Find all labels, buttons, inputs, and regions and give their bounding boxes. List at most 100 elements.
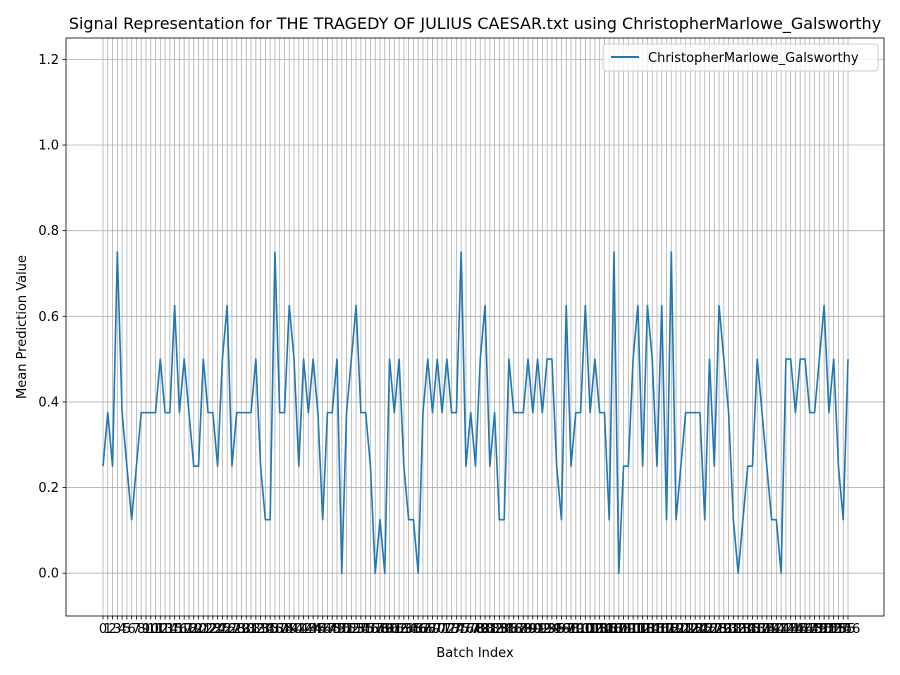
x-tick-label: 65 [405, 622, 422, 637]
x-tick-label: 10 [142, 622, 159, 637]
x-tick-label: 128 [702, 622, 727, 637]
x-tick-label: 71 [434, 622, 451, 637]
x-tick-label: 74 [448, 622, 465, 637]
y-tick-label: 0.2 [38, 481, 59, 496]
x-tick-label: 3 [113, 622, 121, 637]
x-tick-label: 69 [424, 622, 441, 637]
x-tick-label: 89 [520, 622, 537, 637]
y-tick-label: 0.0 [38, 567, 59, 582]
x-tick-label: 4 [118, 622, 126, 637]
x-tick-label: 152 [816, 622, 841, 637]
x-tick-label: 101 [573, 622, 598, 637]
x-tick-label: 103 [582, 622, 607, 637]
x-tick-label: 150 [807, 622, 832, 637]
x-tick-label: 87 [510, 622, 527, 637]
chart-title: Signal Representation for THE TRAGEDY OF… [69, 14, 881, 34]
x-tick-label: 59 [376, 622, 393, 637]
x-tick-label: 148 [797, 622, 822, 637]
x-tick-label: 58 [372, 622, 389, 637]
x-tick-label: 98 [563, 622, 580, 637]
x-tick-label: 120 [664, 622, 689, 637]
x-tick-label: 86 [505, 622, 522, 637]
x-tick-label: 126 [692, 622, 717, 637]
x-tick-label: 144 [778, 622, 803, 637]
x-tick-label: 43 [300, 622, 317, 637]
x-tick-label: 155 [831, 622, 856, 637]
x-tick-label: 105 [592, 622, 617, 637]
x-tick-label: 54 [353, 622, 370, 637]
x-tick-label: 77 [462, 622, 479, 637]
x-tick-label: 88 [515, 622, 532, 637]
x-tick-label: 153 [821, 622, 846, 637]
x-tick-label: 45 [310, 622, 327, 637]
x-tick-label: 143 [774, 622, 799, 637]
x-tick-label: 149 [802, 622, 827, 637]
legend-box [602, 43, 879, 72]
series-layer [102, 251, 849, 574]
x-tick-label: 114 [635, 622, 660, 637]
x-tick-label: 13 [157, 622, 174, 637]
x-tick-label: 113 [630, 622, 655, 637]
x-tick-label: 97 [558, 622, 575, 637]
x-tick-label: 123 [678, 622, 703, 637]
x-tick-label: 82 [486, 622, 503, 637]
x-tick-label: 154 [826, 622, 851, 637]
x-tick-label: 51 [338, 622, 355, 637]
x-tick-label: 14 [162, 622, 179, 637]
x-tick-label: 84 [496, 622, 513, 637]
x-tick-label: 53 [348, 622, 365, 637]
x-tick-label: 48 [324, 622, 341, 637]
x-tick-label: 112 [625, 622, 650, 637]
x-tick-label: 42 [295, 622, 312, 637]
x-tick-label: 9 [142, 622, 150, 637]
x-tick-label: 15 [166, 622, 183, 637]
x-tick-label: 90 [525, 622, 542, 637]
x-tick-label: 92 [534, 622, 551, 637]
x-tick-label: 46 [314, 622, 331, 637]
x-tick-label: 0 [99, 622, 107, 637]
y-tick-label: 1.0 [38, 139, 59, 154]
x-tick-label: 56 [362, 622, 379, 637]
x-tick-label: 18 [181, 622, 198, 637]
x-tick-label: 111 [621, 622, 646, 637]
x-tick-label: 62 [391, 622, 408, 637]
x-tick-label: 137 [745, 622, 770, 637]
x-tick-label: 6 [128, 622, 136, 637]
x-tick-label: 151 [812, 622, 837, 637]
x-tick-label: 99 [568, 622, 585, 637]
x-tick-label: 132 [721, 622, 746, 637]
x-tick-label: 35 [262, 622, 279, 637]
x-tick-label: 100 [568, 622, 593, 637]
x-tick-label: 147 [793, 622, 818, 637]
plot-frame [65, 37, 885, 617]
x-tick-label: 66 [410, 622, 427, 637]
x-tick-label: 80 [477, 622, 494, 637]
x-tick-label: 47 [319, 622, 336, 637]
x-tick-label: 67 [415, 622, 432, 637]
x-tick-label: 34 [257, 622, 274, 637]
x-tick-label: 30 [238, 622, 255, 637]
x-tick-label: 8 [137, 622, 145, 637]
x-tick-label: 125 [688, 622, 713, 637]
x-tick-label: 12 [152, 622, 169, 637]
x-tick-label: 109 [611, 622, 636, 637]
x-tick-label: 130 [711, 622, 736, 637]
x-tick-label: 21 [195, 622, 212, 637]
x-tick-label: 94 [544, 622, 561, 637]
x-tick-label: 17 [176, 622, 193, 637]
x-tick-label: 79 [472, 622, 489, 637]
y-axis-label: Mean Prediction Value [15, 255, 30, 399]
x-tick-label: 121 [668, 622, 693, 637]
x-tick-label: 106 [597, 622, 622, 637]
x-tick-label: 78 [467, 622, 484, 637]
x-tick-label: 138 [750, 622, 775, 637]
x-tick-label: 75 [453, 622, 470, 637]
x-tick-label: 127 [697, 622, 722, 637]
legend-label: ChristopherMarlowe_Galsworthy [648, 51, 859, 66]
x-tick-label: 139 [754, 622, 779, 637]
x-tick-label: 141 [764, 622, 789, 637]
y-tick-label: 0.6 [38, 310, 59, 325]
x-tick-label: 156 [836, 622, 861, 637]
x-tick-label: 11 [147, 622, 164, 637]
x-tick-label: 116 [645, 622, 670, 637]
